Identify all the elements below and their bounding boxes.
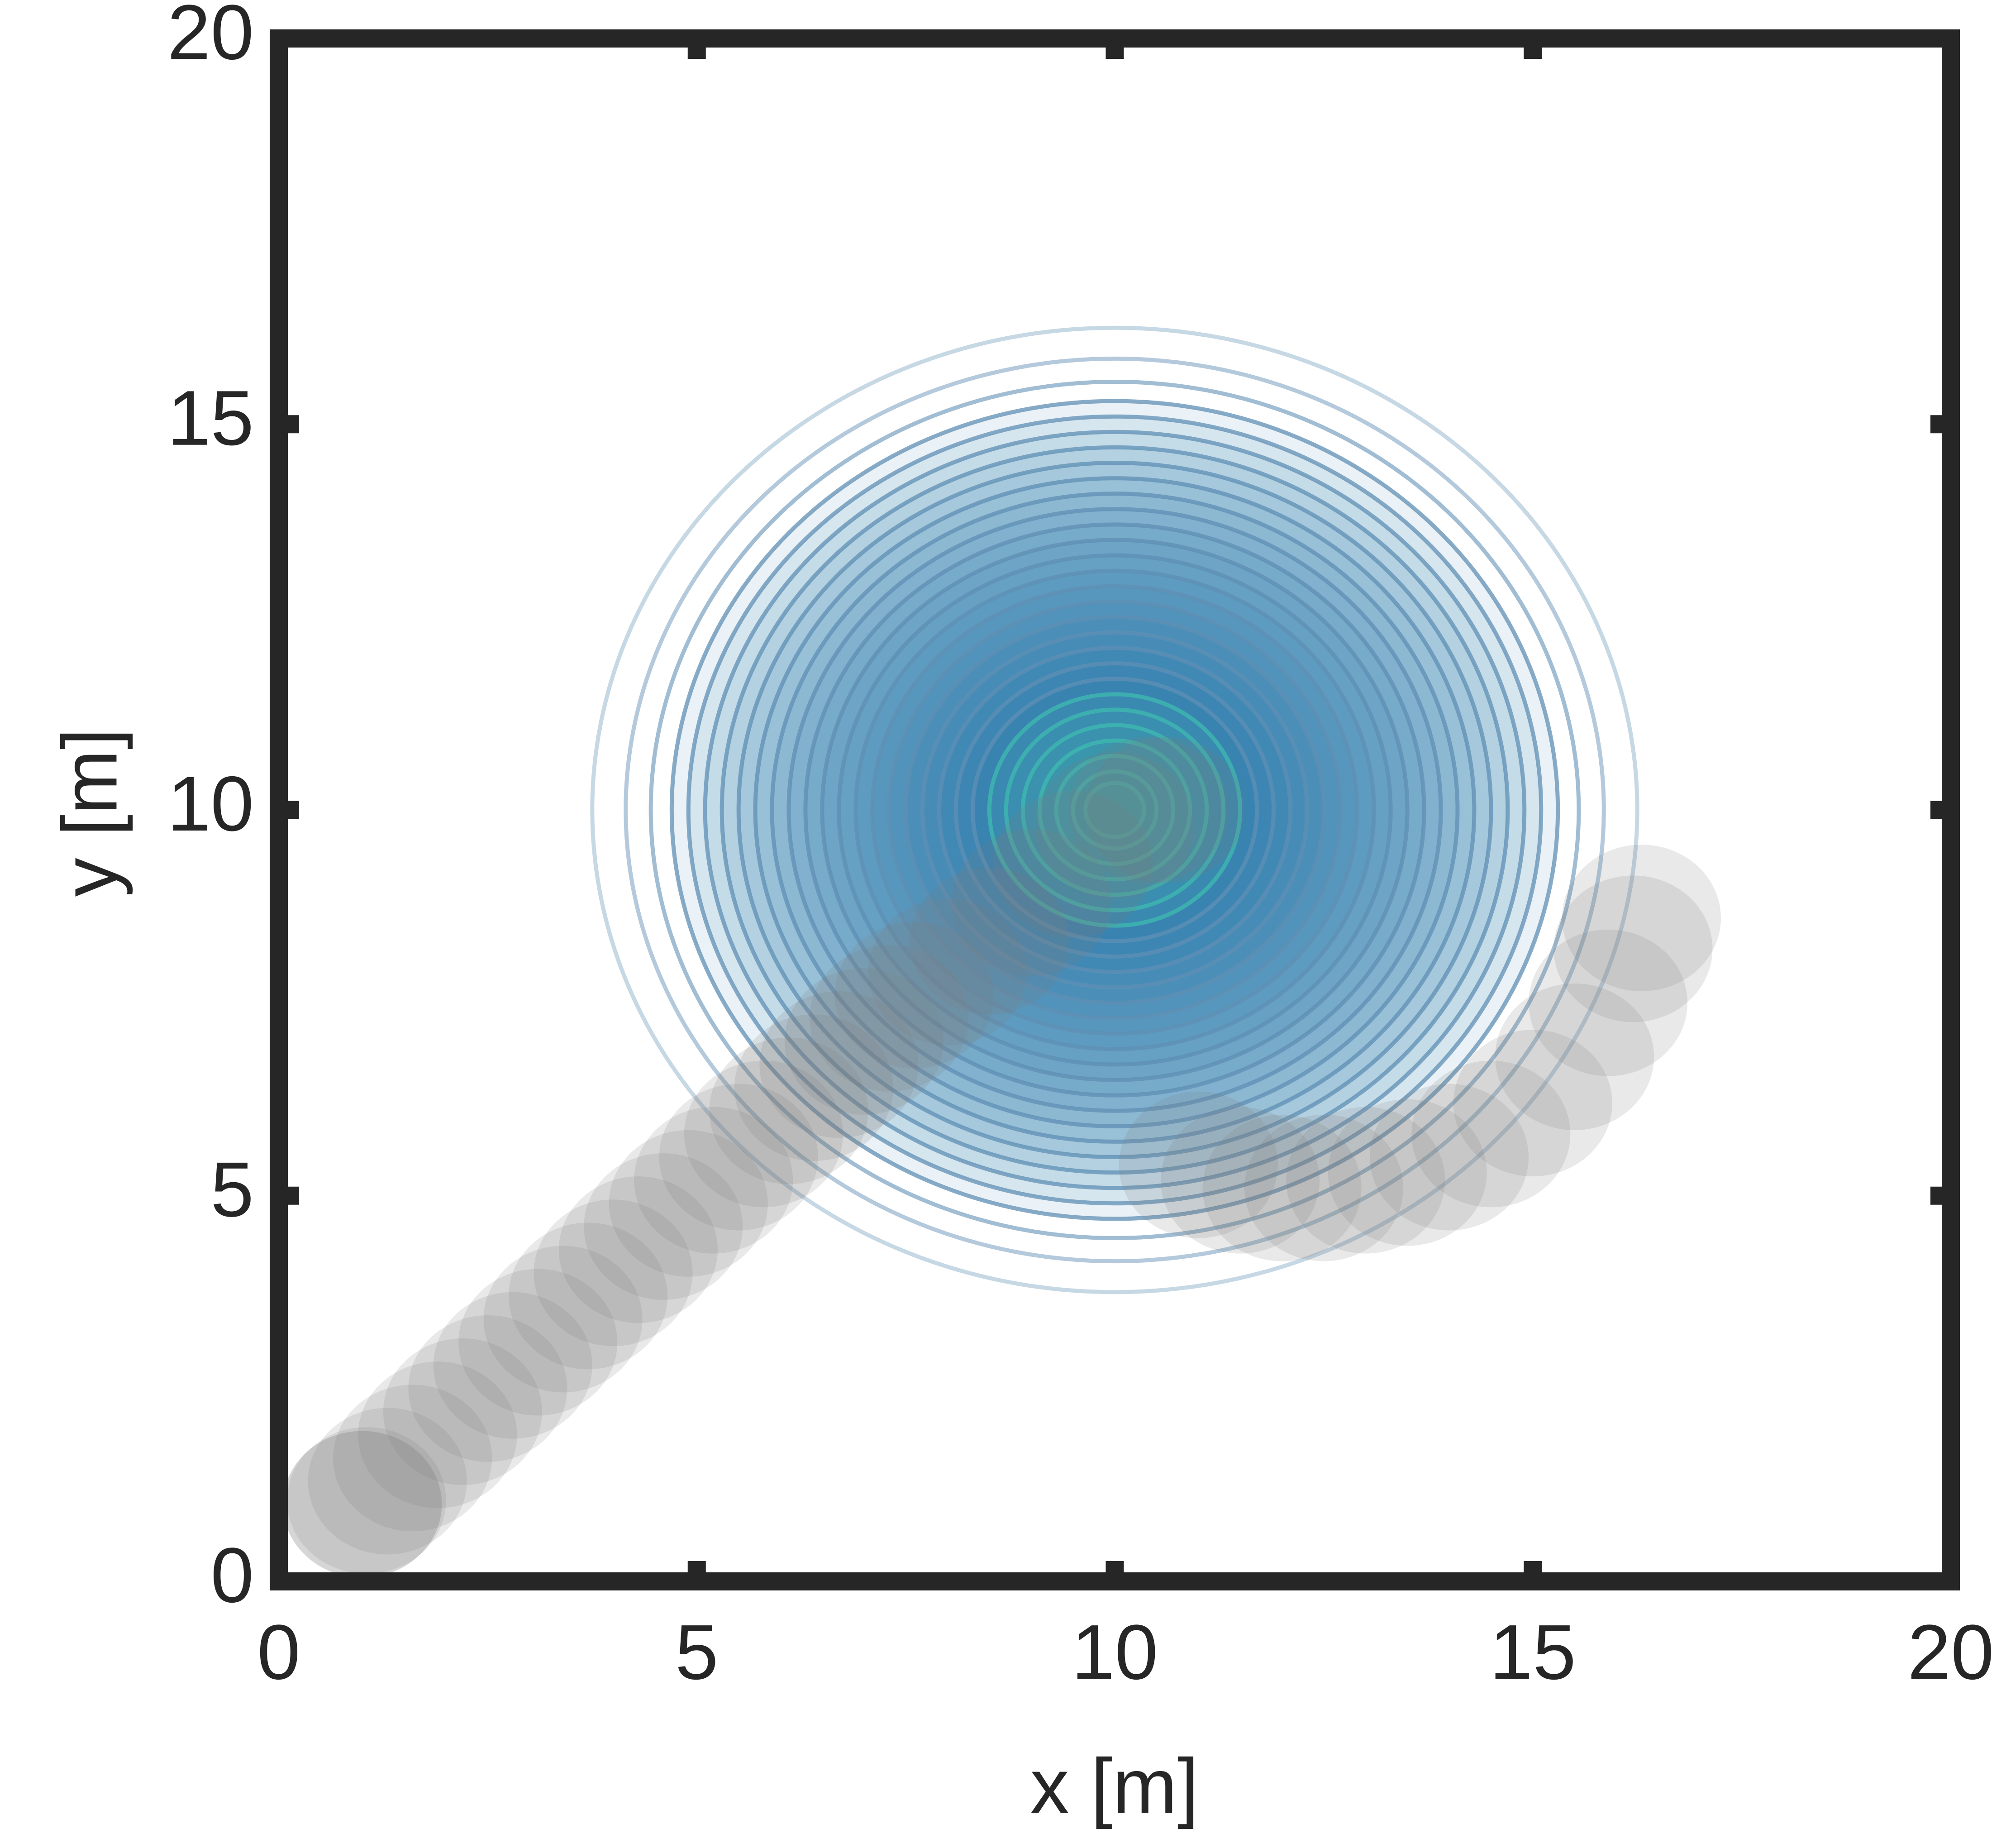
agent-position: [283, 1431, 442, 1578]
y-axis-label: y [m]: [46, 728, 133, 897]
agent-position: [709, 1037, 868, 1184]
x-tick-label: 15: [1490, 1609, 1576, 1695]
contour: [686, 414, 1544, 1206]
agent-position: [684, 1060, 843, 1208]
contour: [803, 522, 1426, 1098]
agent-position: [834, 922, 994, 1069]
agent-position: [1119, 1091, 1278, 1238]
agent-position: [1328, 1099, 1487, 1246]
agent-position: [509, 1222, 668, 1370]
agent-position: [1562, 845, 1721, 992]
inner-contour: [1020, 723, 1209, 897]
agent-position: [784, 968, 943, 1115]
agent-position: [283, 1431, 442, 1578]
axes: 0 5 10 15 20 0 5 10 15 20: [167, 0, 1994, 1695]
agent-position: [1202, 1114, 1362, 1261]
agent-position: [584, 1153, 743, 1300]
contour: [648, 380, 1581, 1240]
agent-position: [333, 1385, 492, 1532]
agent-position: [308, 1408, 467, 1555]
agent-position: [993, 790, 1153, 937]
x-tick-label: 0: [257, 1609, 300, 1695]
agent-position: [952, 829, 1111, 976]
agent-position: [287, 1427, 446, 1574]
contour: [970, 677, 1259, 943]
y-tick-label: 10: [167, 760, 254, 847]
agent-position: [408, 1315, 567, 1462]
agent-position: [1035, 752, 1195, 899]
contour: [736, 460, 1493, 1160]
contour: [837, 553, 1393, 1067]
agent-position: [910, 868, 1069, 1015]
contour: [590, 325, 1639, 1294]
agent-position: [734, 1014, 893, 1161]
agent-position: [483, 1246, 643, 1393]
agent-position: [1369, 1084, 1529, 1231]
agent-position: [1244, 1114, 1403, 1261]
contour: [669, 399, 1560, 1221]
agent-position: [634, 1107, 793, 1254]
agent-position: [810, 945, 969, 1092]
agent-position: [659, 1084, 818, 1231]
plot-area: [283, 325, 1721, 1578]
inner-contour: [987, 692, 1243, 928]
y-tick-label: 5: [210, 1146, 254, 1233]
contour: [786, 507, 1443, 1113]
agent-position: [1085, 736, 1244, 883]
agent-position: [1453, 1030, 1612, 1177]
x-tick-label: 20: [1907, 1609, 1994, 1695]
agent-position: [458, 1269, 618, 1416]
x-axis-label: x [m]: [1030, 1743, 1199, 1829]
y-tick-label: 15: [167, 375, 254, 462]
agent-position: [868, 898, 1027, 1046]
contour: [870, 584, 1359, 1036]
contour: [920, 630, 1309, 990]
agent-position: [1529, 929, 1688, 1076]
y-tick-label: 20: [167, 0, 254, 76]
agent-position: [1411, 1060, 1571, 1208]
x-tick-label: 5: [675, 1609, 719, 1695]
agent-position: [534, 1199, 693, 1347]
agent-position: [1286, 1107, 1445, 1254]
x-tick-label: 10: [1072, 1609, 1158, 1695]
agent-position: [358, 1361, 517, 1509]
agent-position: [1553, 875, 1713, 1022]
contour: [853, 568, 1376, 1051]
contour: [703, 430, 1527, 1190]
agent-position: [609, 1130, 768, 1277]
contour: [753, 476, 1477, 1144]
agent-position: [433, 1292, 592, 1439]
y-tick-label: 0: [210, 1532, 254, 1619]
contour: [953, 661, 1276, 959]
contour: [904, 615, 1326, 1005]
inner-contour: [1037, 738, 1192, 882]
contour: [624, 356, 1606, 1264]
agent-position: [1495, 984, 1654, 1130]
agent-position: [1068, 736, 1228, 883]
agent-position: [383, 1338, 542, 1485]
agent-position: [759, 991, 919, 1138]
agent-position: [558, 1176, 718, 1323]
agent-position: [1161, 1107, 1320, 1254]
inner-contour: [1083, 781, 1146, 839]
